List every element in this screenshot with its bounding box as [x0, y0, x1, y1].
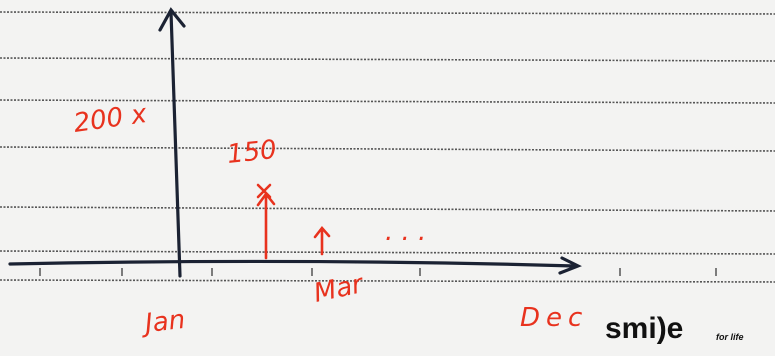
photo: 200 x 150 . . . Mar Jan Dec smi)e for li… — [0, 0, 775, 356]
value-label: 150 — [226, 135, 279, 170]
month-label: Jan — [139, 305, 187, 340]
page: 200 x 150 . . . Mar Jan Dec smi)e for li… — [0, 0, 775, 356]
month-label: Dec — [520, 303, 588, 333]
paper — [0, 0, 775, 356]
logo-tagline: for life — [716, 332, 744, 342]
ellipsis: . . . — [385, 217, 426, 247]
logo-brand: smi)e — [605, 312, 683, 345]
